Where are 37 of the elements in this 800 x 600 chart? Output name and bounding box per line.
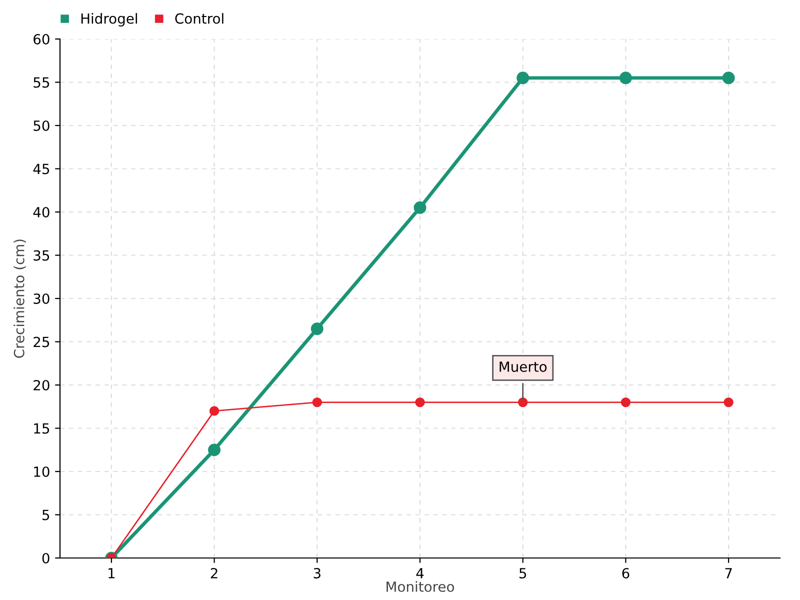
point [518,397,528,408]
y-tick-label: 30 [34,293,50,304]
y-tick-label: 60 [34,34,50,44]
y-tick-label: 0 [42,552,50,564]
legend-label: Hidrogel [81,13,137,26]
y-tick-label: 20 [34,380,50,390]
y-axis-title: Crecimiento (cm) [14,240,26,358]
x-tick-label: 6 [622,568,630,578]
point [722,72,735,84]
point [620,397,631,408]
y-tick-label: 5 [42,510,50,520]
legend-label: Control [175,13,224,24]
point [312,397,322,408]
annotation: Muerto [500,362,547,372]
point [724,397,734,408]
y-tick-label: 35 [34,250,50,261]
point [619,72,632,84]
point [516,72,530,84]
y-tick-label: 55 [34,77,50,88]
x-tick-label: 5 [520,568,526,578]
y-tick-label: 10 [34,466,50,477]
point [414,201,426,214]
y-tick-label: 40 [33,206,50,218]
x-tick-label: 2 [210,568,218,578]
point [415,397,425,408]
x-tick-label: 3 [314,568,320,578]
y-tick-label: 45 [33,164,50,174]
x-tick-label: 4 [416,568,424,578]
point [310,322,324,336]
y-tick-label: 25 [34,336,50,348]
x-tick-label: 7 [725,568,732,578]
x-axis-title: Monitoreo [386,581,454,592]
point [208,444,221,456]
x-tick-label: 1 [108,568,115,578]
y-tick-label: 15 [34,423,50,434]
y-tick-label: 50 [34,120,50,131]
point [209,406,220,416]
